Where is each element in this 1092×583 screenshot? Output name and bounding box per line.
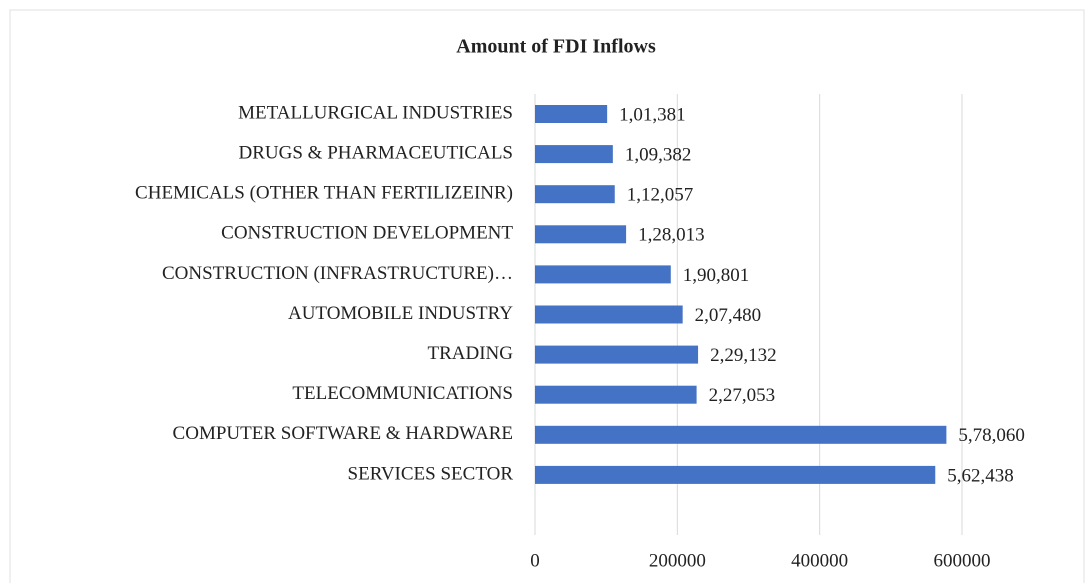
- x-tick-label: 600000: [934, 550, 991, 571]
- y-tick-label: CHEMICALS (OTHER THAN FERTILIZEINR): [135, 183, 513, 204]
- x-tick-label: 0: [530, 550, 540, 571]
- data-label: 1,12,057: [627, 185, 694, 206]
- y-tick-label: CONSTRUCTION DEVELOPMENT: [221, 223, 513, 244]
- y-tick-label: TELECOMMUNICATIONS: [292, 383, 513, 404]
- data-label: 1,09,382: [625, 144, 692, 165]
- bar: [535, 185, 615, 204]
- bar: [535, 145, 613, 164]
- bar: [535, 425, 947, 444]
- bar: [535, 385, 697, 404]
- y-tick-label: AUTOMOBILE INDUSTRY: [288, 303, 513, 324]
- x-tick-label: 400000: [791, 550, 848, 571]
- data-label: 5,62,438: [947, 465, 1014, 486]
- bar: [535, 305, 683, 324]
- bar: [535, 225, 627, 244]
- y-tick-label: TRADING: [428, 343, 514, 364]
- x-tick-label: 200000: [649, 550, 706, 571]
- y-tick-label: DRUGS & PHARMACEUTICALS: [239, 142, 513, 163]
- y-tick-label: CONSTRUCTION (INFRASTRUCTURE)…: [162, 263, 513, 284]
- data-label: 1,28,013: [638, 225, 705, 246]
- chart-frame: [9, 9, 1085, 583]
- data-label: 2,27,053: [709, 385, 776, 406]
- data-label: 2,07,480: [695, 305, 762, 326]
- bar: [535, 465, 936, 484]
- bar: [535, 265, 671, 284]
- data-label: 5,78,060: [958, 425, 1024, 446]
- y-tick-label: COMPUTER SOFTWARE & HARDWARE: [173, 423, 513, 444]
- data-label: 1,01,381: [619, 104, 686, 125]
- bar: [535, 105, 608, 123]
- data-label: 2,29,132: [710, 345, 777, 366]
- y-tick-label: METALLURGICAL INDUSTRIES: [238, 102, 513, 123]
- data-label: 1,90,801: [683, 265, 750, 286]
- chart-title: Amount of FDI Inflows: [456, 36, 656, 58]
- y-tick-label: SERVICES SECTOR: [348, 463, 514, 484]
- bar: [535, 345, 699, 364]
